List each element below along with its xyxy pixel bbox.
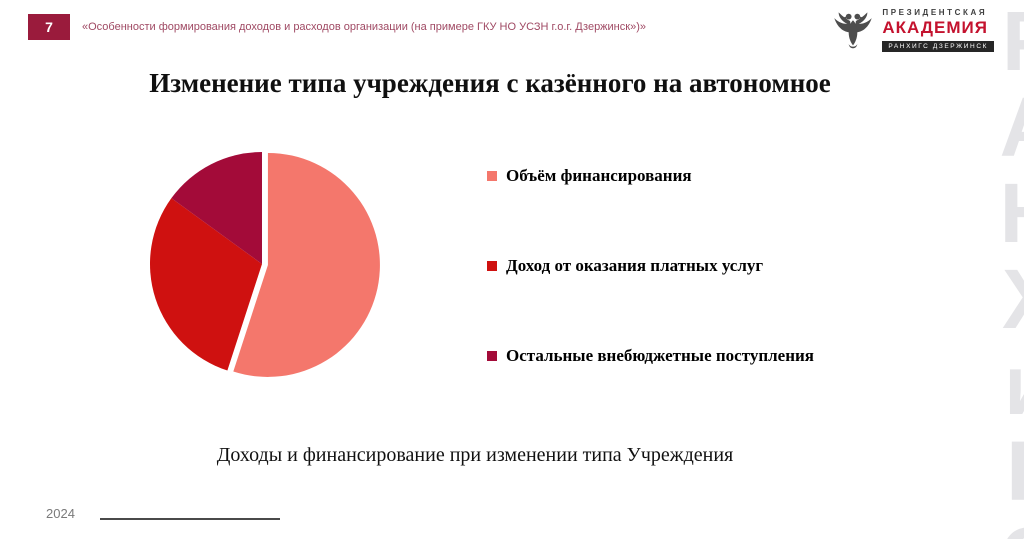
legend-swatch-paid-services [487,261,497,271]
watermark-text: РАНХиГС [983,0,1024,539]
logo-banner: РАНХИГС ДЗЕРЖИНСК [882,41,994,52]
slide-title: Изменение типа учреждения с казённого на… [149,68,831,98]
pie-slice [171,152,262,264]
page-number: 7 [45,19,53,35]
pie-chart-svg [149,152,380,377]
logo-line-academy: АКАДЕМИЯ [882,18,988,37]
chart-legend: Объём финансирования Доход от оказания п… [487,166,814,366]
footer-rule [100,518,280,520]
legend-item: Объём финансирования [487,166,814,186]
pie-slice [233,152,380,377]
logo-line-presidential: ПРЕЗИДЕНТСКАЯ [882,8,988,17]
legend-item: Остальные внебюджетные поступления [487,346,814,366]
double-eagle-logo-icon [830,8,876,59]
legend-label-paid-services: Доход от оказания платных услуг [506,256,764,275]
legend-swatch-funding [487,171,497,181]
pie-chart [142,140,390,388]
legend-swatch-other-income [487,351,497,361]
academy-logo: ПРЕЗИДЕНТСКАЯ АКАДЕМИЯ РАНХИГС ДЗЕРЖИНСК [830,8,994,59]
legend-label-other-income: Остальные внебюджетные поступления [506,346,815,365]
legend-item: Доход от оказания платных услуг [487,256,814,276]
legend-label-funding: Объём финансирования [506,166,692,185]
chart-caption: Доходы и финансирование при изменении ти… [216,444,734,466]
pie-slice [149,198,262,371]
slide-header-text: «Особенности формирования доходов и расх… [82,21,646,33]
footer-year: 2024 [46,506,75,521]
logo-text-block: ПРЕЗИДЕНТСКАЯ АКАДЕМИЯ РАНХИГС ДЗЕРЖИНСК [882,8,994,52]
page-number-badge: 7 [28,14,70,40]
